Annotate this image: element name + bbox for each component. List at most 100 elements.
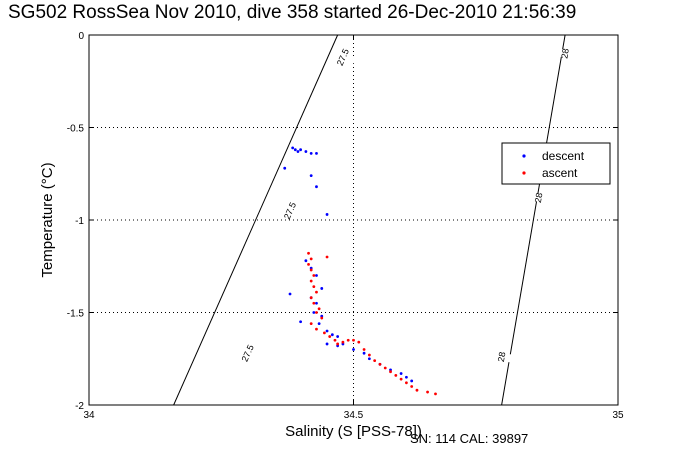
ascent-point: [309, 296, 313, 300]
legend-marker-ascent: [522, 171, 526, 175]
ascent-point: [312, 274, 316, 277]
descent-point: [325, 213, 329, 216]
descent-point: [352, 348, 355, 351]
ascent-point: [426, 390, 429, 394]
ascent-point: [383, 366, 387, 370]
ascent-point: [367, 353, 371, 357]
descent-point: [325, 329, 329, 333]
x-tick-label: 34.5: [344, 410, 364, 421]
descent-point: [299, 148, 302, 152]
isopycnal-label: 28: [533, 192, 545, 204]
descent-point: [325, 342, 329, 346]
legend-marker-descent: [522, 154, 526, 158]
ascent-point: [399, 377, 403, 381]
ascent-point: [309, 322, 313, 325]
ascent-point: [434, 392, 437, 396]
descent-point: [410, 379, 414, 383]
ascent-point: [309, 268, 313, 272]
x-tick-label: 35: [612, 410, 624, 421]
descent-point: [293, 148, 297, 152]
series-descent: [283, 146, 414, 383]
series-ascent: [307, 251, 437, 396]
ascent-point: [341, 340, 345, 344]
ascent-point: [307, 251, 310, 255]
descent-point: [315, 152, 318, 155]
ascent-point: [315, 290, 318, 294]
isopycnal-line: [173, 34, 339, 406]
x-tick-label: 34: [83, 410, 95, 421]
ascent-point: [362, 348, 366, 351]
y-tick-label: -0.5: [67, 124, 85, 135]
ascent-point: [309, 257, 313, 261]
ascent-point: [323, 331, 326, 335]
isopycnal-label-bg: [235, 344, 261, 362]
ascent-point: [320, 316, 324, 320]
descent-point: [304, 150, 308, 153]
ascent-point: [346, 338, 350, 342]
isopycnal-label-bg: [277, 202, 303, 220]
ascent-point: [394, 374, 398, 377]
descent-point: [367, 357, 371, 361]
ascent-point: [317, 307, 321, 311]
y-tick-label: -1.5: [67, 309, 85, 320]
isopycnal-label-bg: [489, 350, 515, 363]
ascent-point: [373, 359, 377, 362]
descent-point: [309, 174, 313, 178]
ascent-point: [410, 385, 414, 388]
isopycnal-label-bg: [552, 47, 578, 60]
chart-title: SG502 RossSea Nov 2010, dive 358 started…: [8, 2, 577, 23]
descent-point: [283, 166, 287, 170]
x-axis-label: Salinity (S [PSS-78]): [285, 423, 422, 440]
ascent-point: [307, 263, 310, 266]
descent-point: [304, 259, 308, 263]
ascent-point: [336, 342, 340, 346]
descent-point: [399, 372, 403, 375]
descent-point: [315, 185, 318, 189]
ascent-point: [333, 338, 337, 342]
isopycnal-label-bg: [330, 48, 356, 66]
descent-point: [288, 292, 292, 296]
descent-point: [312, 311, 316, 314]
grid-lines: [89, 35, 618, 405]
descent-point: [320, 287, 324, 290]
isopycnal-label: 28: [496, 351, 508, 363]
ascent-point: [357, 340, 361, 344]
descent-point: [362, 351, 366, 355]
descent-point: [315, 301, 318, 305]
isopycnal-label: 28: [559, 48, 571, 60]
isopycnal-label-bg: [526, 191, 552, 204]
descent-point: [309, 152, 313, 155]
ascent-point: [315, 327, 318, 331]
ascent-point: [378, 362, 382, 366]
ascent-point: [389, 370, 392, 374]
legend-label-descent: descent: [542, 149, 585, 163]
ascent-point: [328, 335, 332, 338]
descent-point: [317, 322, 321, 325]
ascent-point: [325, 255, 329, 259]
y-tick-label: -2: [75, 401, 84, 412]
descent-point: [299, 320, 302, 324]
y-axis-label: Temperature (°C): [39, 162, 56, 277]
descent-point: [296, 150, 300, 153]
isopycnal-line: [501, 34, 566, 406]
ascent-point: [315, 311, 318, 314]
y-tick-label: 0: [78, 31, 84, 42]
descent-point: [405, 375, 408, 379]
descent-point: [336, 335, 340, 338]
legend-label-ascent: ascent: [542, 166, 578, 180]
calibration-footer: SN: 114 CAL: 39897: [410, 431, 529, 446]
ascent-point: [312, 301, 316, 305]
ascent-point: [405, 381, 408, 385]
legend: descent ascent: [501, 142, 611, 185]
legend-box: [501, 142, 611, 185]
data-points: [283, 146, 437, 396]
ascent-point: [352, 338, 355, 342]
ascent-point: [415, 388, 419, 392]
y-tick-label: -1: [75, 216, 84, 227]
ascent-point: [312, 285, 316, 288]
ascent-point: [309, 279, 313, 283]
descent-point: [330, 333, 334, 337]
axis-ticks: 34 34.5 35 -2 -1.5 -1 -0.5 0: [67, 31, 624, 421]
